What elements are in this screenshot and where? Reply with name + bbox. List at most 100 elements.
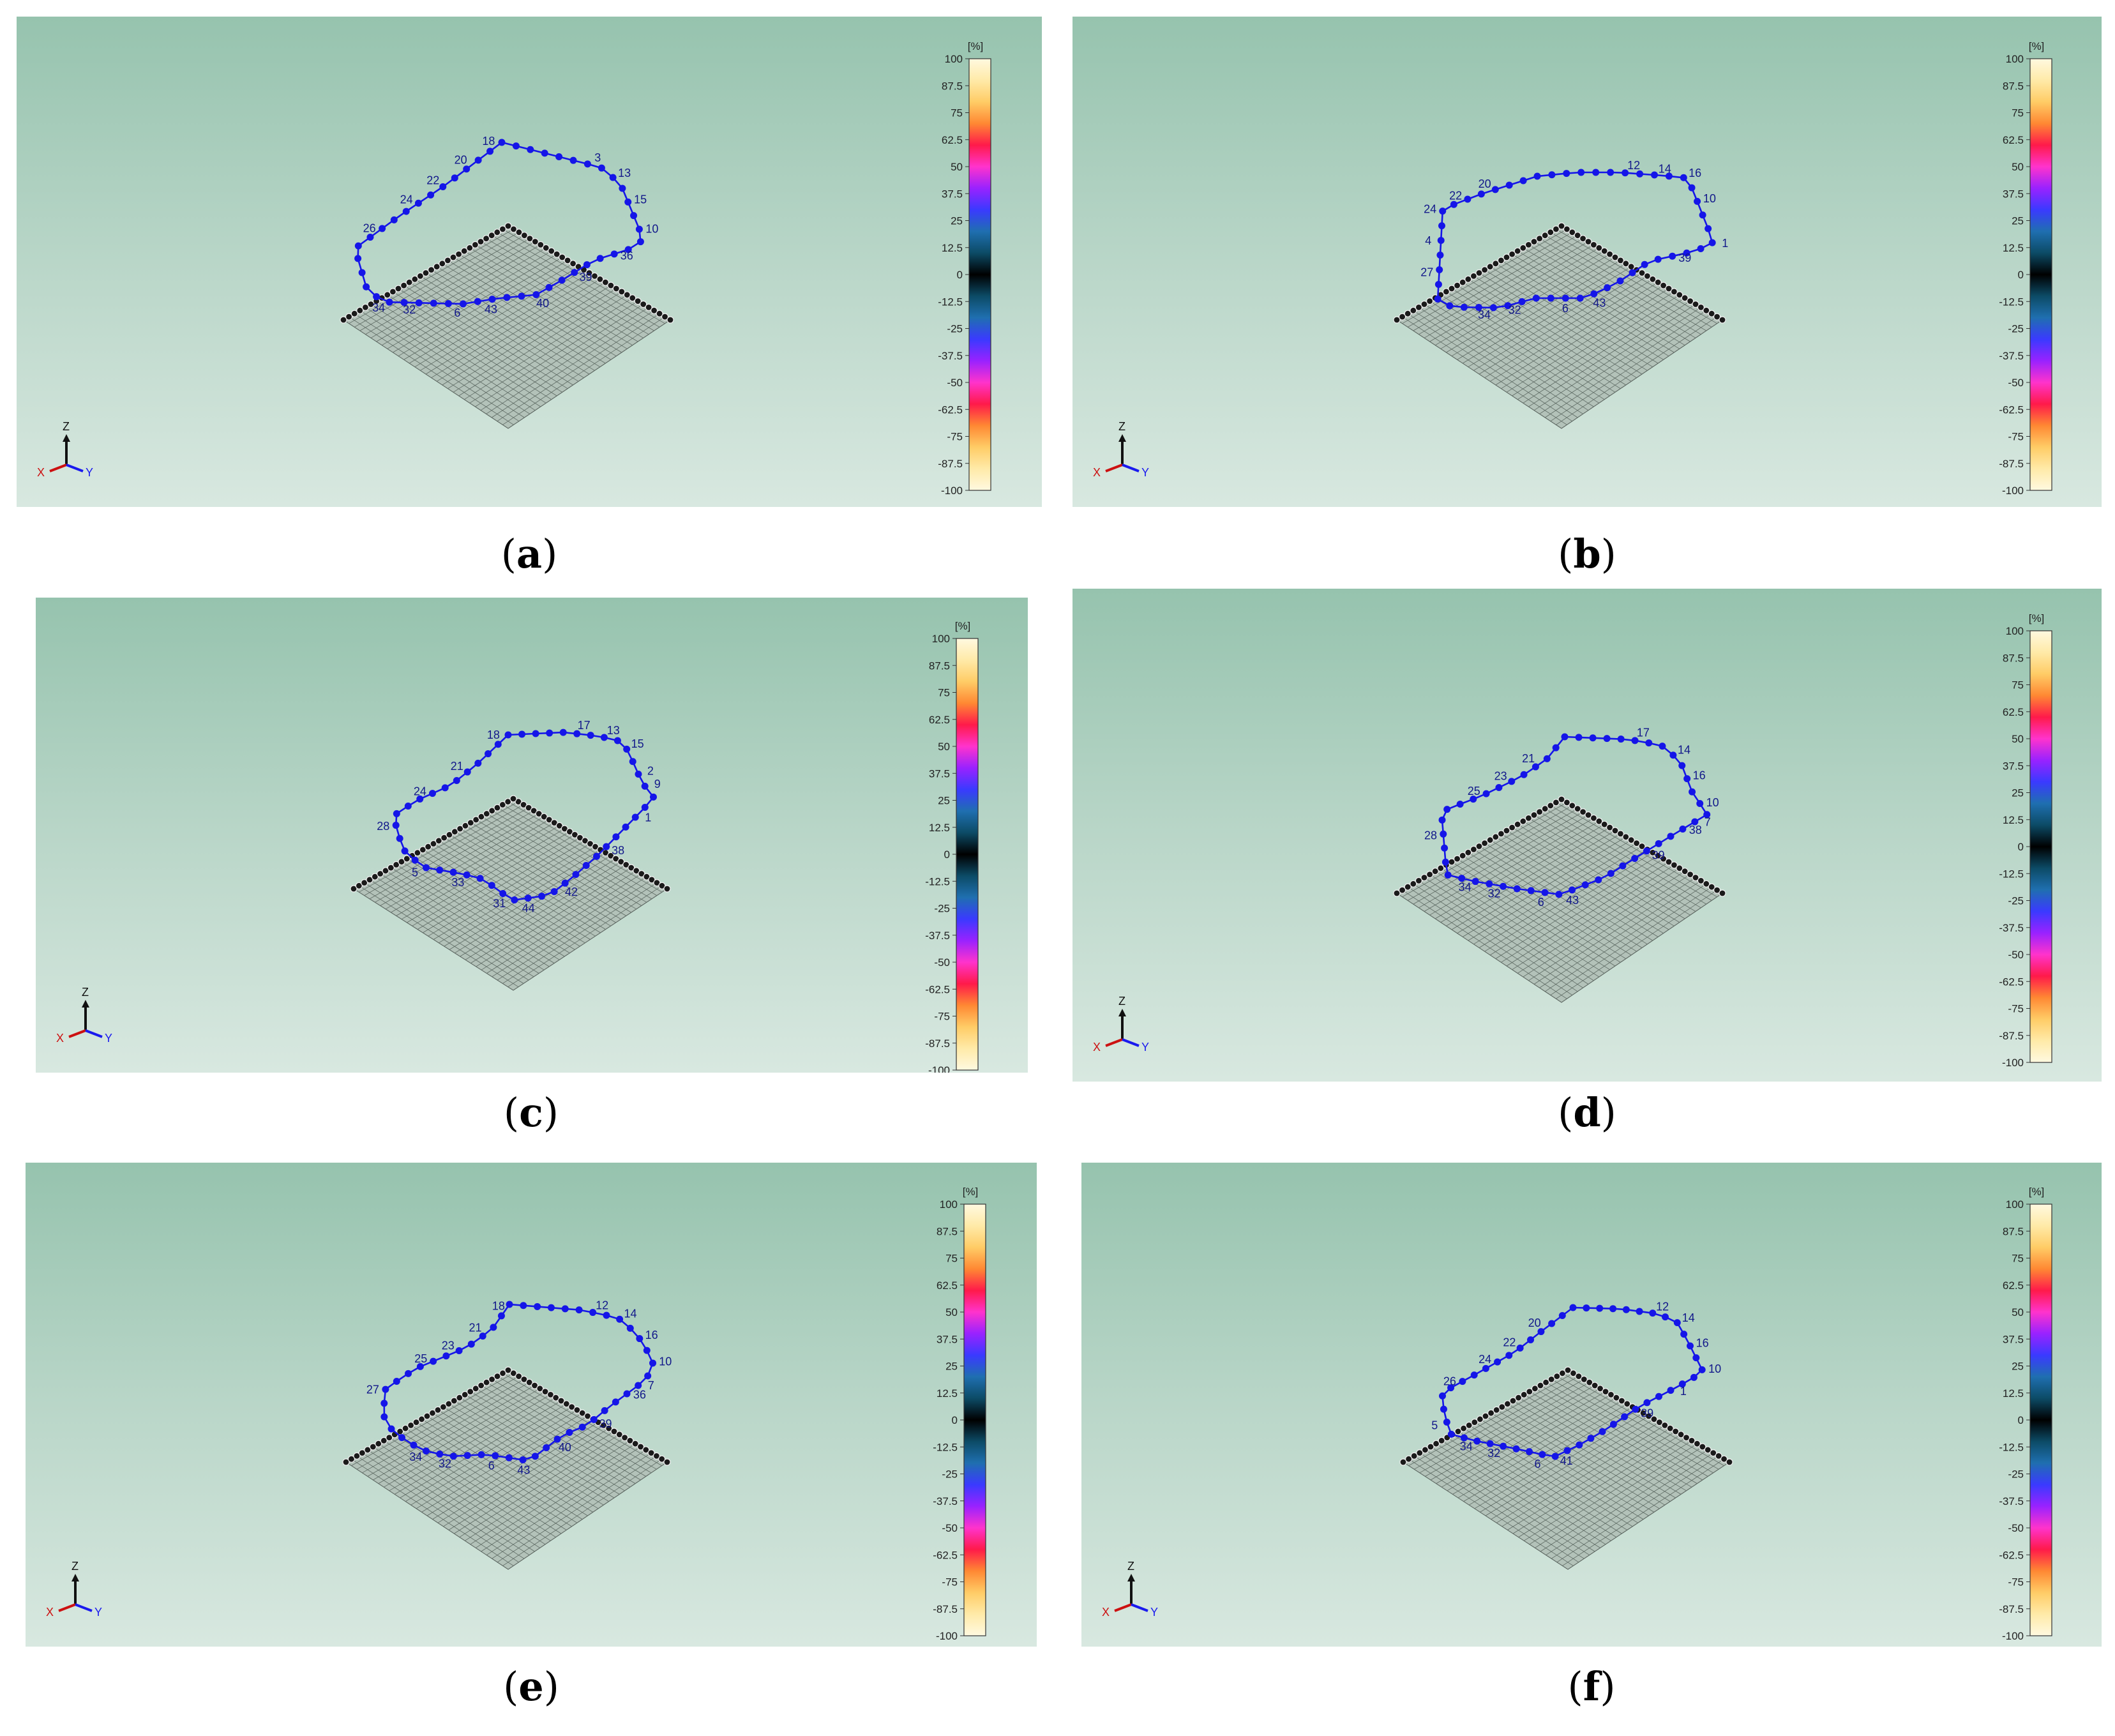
trace-node [532, 730, 539, 737]
edge-node [542, 244, 550, 252]
color-scale-tick-label: 37.5 [929, 767, 950, 780]
edge-node [557, 1397, 565, 1405]
node-label: 26 [1443, 1375, 1456, 1388]
color-scale-tick-label: -62.5 [938, 404, 963, 416]
edge-node [1552, 799, 1560, 806]
trace-node [485, 750, 492, 758]
edge-node [395, 285, 402, 292]
edge-node [1531, 1385, 1539, 1393]
edge-node [612, 285, 620, 292]
grid-line [1556, 802, 1717, 898]
trace-node [1665, 172, 1673, 180]
trace-node [1632, 1405, 1639, 1413]
trace-node [1617, 736, 1625, 743]
grid-line [492, 876, 647, 977]
edge-node [411, 275, 419, 283]
trace-node [1460, 1434, 1468, 1442]
color-scale-tick-label: 100 [2006, 625, 2024, 637]
trace-node [1500, 882, 1507, 890]
grid-line [502, 1458, 662, 1566]
color-scale-tick-label: -62.5 [933, 1549, 958, 1561]
trace-node [1667, 1387, 1675, 1394]
edge-node [367, 300, 375, 308]
trace-node [455, 1347, 463, 1354]
mode-shape-viewport-e: 12 14 16 10 7 36 39 40 43 6 32 34 27 25 23 21 18 [%] 100 87… [26, 1163, 1037, 1647]
color-scale-tick-label: 62.5 [2003, 134, 2024, 146]
grid-line [497, 232, 660, 328]
grid-line [508, 801, 663, 893]
trace-node [1669, 252, 1676, 260]
node-label: 25 [1468, 785, 1480, 797]
caption-e: (e) [503, 1663, 559, 1710]
trace-node [511, 896, 518, 903]
edge-node [1563, 225, 1571, 233]
edge-node [1623, 1400, 1631, 1408]
trace-node [559, 728, 567, 736]
color-scale-tick-label: 100 [945, 53, 963, 65]
trace-node [1687, 1342, 1694, 1350]
trace-node [601, 1407, 608, 1414]
trace-node [416, 1362, 424, 1370]
trace-node [1621, 1413, 1629, 1421]
trace-node [1519, 177, 1527, 185]
color-scale-bar [956, 638, 979, 1071]
color-scale-tick-label: -75 [2008, 1003, 2024, 1015]
edge-node [446, 831, 453, 838]
trace-node [558, 276, 566, 284]
color-scale-tick-label: -12.5 [925, 875, 950, 887]
edge-node [377, 870, 384, 878]
color-scale-tick-label: 62.5 [2003, 1279, 2024, 1292]
edge-node [1432, 1440, 1440, 1447]
axis-triad-icon: Z X Y [1102, 1560, 1158, 1619]
color-scale-tick-label: -12.5 [933, 1441, 958, 1453]
trace-node [1622, 1306, 1630, 1313]
x-axis-arrow [58, 1603, 76, 1612]
edge-node [483, 1378, 490, 1386]
grid-line [486, 873, 642, 974]
edge-node [1524, 814, 1533, 822]
edge-node [1420, 300, 1428, 308]
node-label: 21 [469, 1322, 481, 1334]
color-scale-tick-label: -50 [2008, 377, 2024, 389]
edge-node [1676, 291, 1683, 299]
edge-node [1569, 802, 1576, 810]
edge-node [1643, 272, 1652, 280]
edge-node [423, 1412, 431, 1420]
grid-line [1561, 893, 1723, 1003]
trace-node [578, 1423, 586, 1431]
trace-node [1689, 788, 1696, 796]
node-label: 22 [1449, 189, 1462, 202]
trace-node [1443, 1418, 1450, 1426]
trace-node [1464, 195, 1471, 203]
edge-node [364, 1446, 372, 1454]
edge-node [1720, 1455, 1728, 1463]
trace-node [1548, 1320, 1556, 1327]
axis-triad-icon: Z X Y [56, 986, 112, 1045]
node-label: 38 [612, 844, 624, 857]
trace-node [1654, 255, 1662, 263]
edge-node [1421, 1446, 1429, 1454]
node-label: 32 [1488, 887, 1501, 900]
edge-node [488, 232, 495, 239]
trace-node [1631, 737, 1639, 744]
color-scale-tick-label: -100 [2002, 485, 2024, 497]
edge-node [389, 288, 397, 296]
edge-node [1645, 1412, 1653, 1420]
z-axis-label: Z [82, 986, 89, 999]
trace-node [474, 156, 482, 164]
edge-node [462, 822, 469, 829]
edge-node [355, 882, 363, 889]
edge-node [1453, 855, 1461, 863]
color-scale-tick-label: -25 [2008, 1468, 2024, 1481]
grid-line [502, 1373, 662, 1466]
x-axis-label: X [1093, 466, 1101, 479]
edge-node [1584, 238, 1592, 246]
node-label: 16 [1693, 769, 1706, 782]
node-label: 5 [412, 866, 418, 879]
edge-node [1470, 272, 1478, 280]
edge-node [1453, 282, 1461, 289]
edge-node [1552, 225, 1560, 233]
edge-node [573, 1406, 581, 1414]
edge-node [1654, 852, 1662, 859]
node-label: 34 [372, 301, 385, 314]
